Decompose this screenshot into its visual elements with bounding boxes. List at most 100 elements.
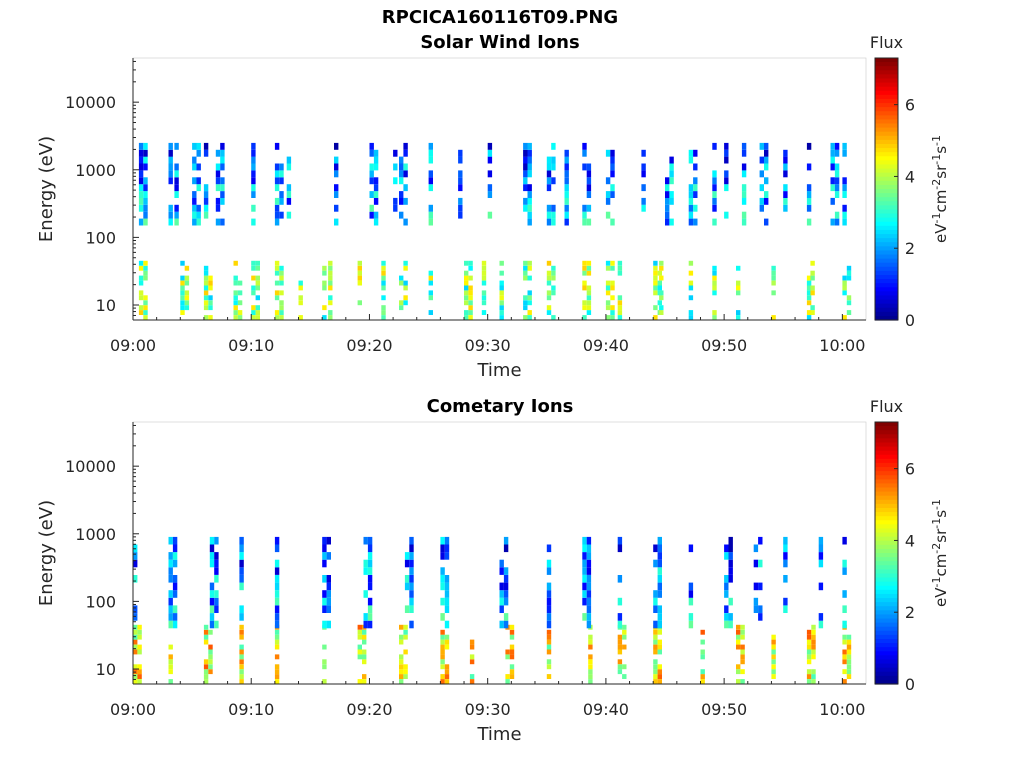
heatmap-cell bbox=[846, 310, 852, 315]
heatmap-cell bbox=[133, 674, 138, 679]
heatmap-cell bbox=[834, 142, 840, 150]
heatmap-cell bbox=[712, 170, 717, 178]
heatmap-cell bbox=[168, 613, 173, 621]
colorbar-segment bbox=[875, 659, 898, 665]
colorbar-segment bbox=[875, 614, 898, 620]
heatmap-cell bbox=[771, 315, 776, 320]
heatmap-cell bbox=[203, 197, 209, 205]
heatmap-cell bbox=[192, 197, 197, 205]
heatmap-cell bbox=[233, 280, 238, 286]
colorbar-segment bbox=[875, 78, 898, 84]
heatmap-cell bbox=[220, 184, 225, 192]
heatmap-cell bbox=[830, 184, 835, 192]
heatmap-cell bbox=[582, 218, 587, 226]
heatmap-cell bbox=[203, 679, 209, 684]
colorbar-segment bbox=[875, 577, 898, 583]
heatmap-cell bbox=[174, 163, 179, 171]
heatmap-cell bbox=[806, 197, 812, 205]
heatmap-cell bbox=[464, 300, 469, 306]
heatmap-cell bbox=[428, 211, 433, 219]
heatmap-cell bbox=[810, 305, 815, 311]
heatmap-cell bbox=[143, 197, 148, 205]
heatmap-cell bbox=[523, 156, 528, 164]
heatmap-cell bbox=[444, 634, 450, 640]
heatmap-cell bbox=[712, 197, 717, 205]
heatmap-cell bbox=[220, 156, 225, 164]
heatmap-cell bbox=[523, 142, 528, 150]
heatmap-cell bbox=[783, 597, 788, 606]
heatmap-cell bbox=[503, 567, 509, 575]
heatmap-cell bbox=[274, 582, 280, 591]
heatmap-cell bbox=[220, 218, 225, 226]
heatmap-cell bbox=[274, 597, 280, 606]
heatmap-cell bbox=[357, 654, 362, 660]
heatmap-cell bbox=[724, 575, 729, 583]
heatmap-cell bbox=[610, 305, 615, 311]
heatmap-cell bbox=[481, 295, 487, 301]
heatmap-cell bbox=[700, 629, 705, 635]
x-tick-label: 09:20 bbox=[346, 336, 392, 355]
heatmap-cell bbox=[464, 310, 469, 315]
heatmap-cell bbox=[741, 149, 747, 157]
heatmap-cell bbox=[399, 197, 404, 205]
heatmap-cell bbox=[399, 659, 404, 665]
y-tick-label: 10000 bbox=[65, 93, 116, 112]
colorbar-segment bbox=[875, 201, 898, 206]
heatmap-cell bbox=[220, 177, 225, 185]
heatmap-cell bbox=[403, 664, 408, 670]
heatmap-cell bbox=[369, 211, 374, 219]
heatmap-cell bbox=[239, 582, 244, 591]
heatmap-cell bbox=[523, 315, 528, 320]
heatmap-cell bbox=[842, 567, 847, 575]
heatmap-cell bbox=[357, 679, 362, 684]
colorbar-segment bbox=[875, 58, 898, 63]
heatmap-cell bbox=[527, 275, 532, 281]
heatmap-cell bbox=[586, 218, 592, 226]
heatmap-cell bbox=[209, 590, 215, 598]
heatmap-cell bbox=[133, 664, 138, 670]
heatmap-cell bbox=[203, 149, 209, 157]
heatmap-cell bbox=[208, 644, 213, 650]
heatmap-cell bbox=[138, 191, 144, 198]
heatmap-cell bbox=[806, 644, 812, 650]
heatmap-cell bbox=[586, 191, 592, 198]
heatmap-cell bbox=[586, 575, 592, 583]
heatmap-cell bbox=[806, 275, 812, 281]
heatmap-cell bbox=[403, 295, 408, 301]
x-tick-label: 09:00 bbox=[110, 700, 156, 719]
heatmap-cell bbox=[551, 290, 556, 296]
heatmap-cell bbox=[399, 664, 404, 670]
heatmap-cell bbox=[328, 285, 333, 291]
heatmap-cell bbox=[753, 582, 759, 591]
colorbar-segment bbox=[875, 598, 898, 603]
heatmap-cell bbox=[172, 605, 178, 613]
heatmap-cell bbox=[724, 582, 729, 591]
heatmap-cell bbox=[203, 211, 209, 219]
heatmap-cell bbox=[174, 191, 179, 198]
heatmap-cell bbox=[174, 170, 179, 178]
heatmap-cell bbox=[546, 163, 552, 171]
heatmap-cell bbox=[328, 260, 333, 266]
heatmap-cell bbox=[527, 295, 532, 301]
heatmap-cell bbox=[617, 295, 623, 301]
colorbar-segment bbox=[875, 430, 898, 435]
heatmap-cell bbox=[255, 275, 260, 281]
heatmap-cell bbox=[582, 597, 587, 606]
heatmap-cell bbox=[586, 597, 592, 606]
heatmap-cell bbox=[842, 605, 847, 613]
colorbar-segment bbox=[875, 442, 898, 448]
heatmap-cell bbox=[617, 544, 623, 553]
heatmap-cell bbox=[215, 197, 221, 205]
heatmap-cell bbox=[834, 184, 840, 192]
heatmap-cell bbox=[617, 669, 623, 675]
heatmap-cell bbox=[653, 674, 658, 679]
heatmap-cell bbox=[399, 177, 404, 185]
heatmap-cell bbox=[464, 295, 469, 301]
heatmap-cell bbox=[369, 170, 374, 178]
heatmap-cell bbox=[184, 300, 190, 306]
heatmap-cell bbox=[168, 552, 173, 560]
heatmap-cell bbox=[830, 156, 835, 164]
heatmap-cell bbox=[279, 191, 284, 198]
heatmap-cell bbox=[481, 300, 487, 306]
heatmap-cell bbox=[653, 590, 658, 598]
